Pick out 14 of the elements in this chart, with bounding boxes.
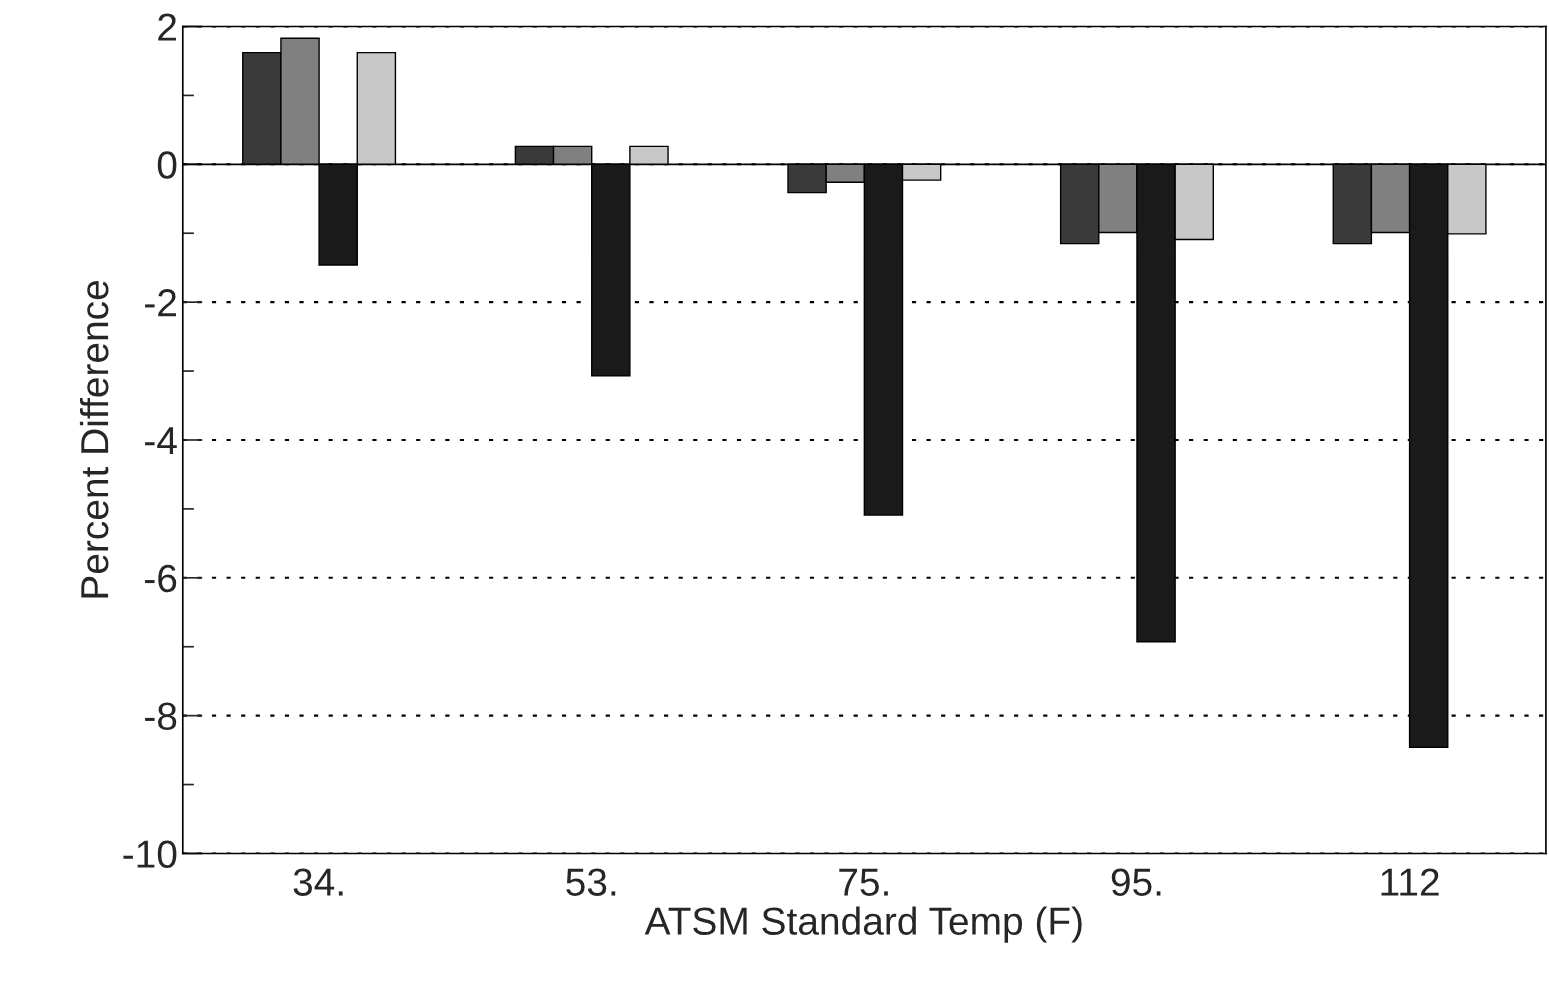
x-tick-label: 112 [1381,868,1439,896]
y-tick-label: -8 [145,702,177,731]
x-tick-label: 95. [1111,868,1161,896]
y-tick-label: 0 [157,151,177,179]
x-axis-title: ATSM Standard Temp (F) [644,906,1082,943]
x-tick-label: 53. [566,868,616,896]
y-tick-label: -2 [145,289,176,317]
x-tick-label: 75. [839,868,888,896]
y-axis-title: Percent Difference [79,281,109,598]
y-tick-label: 2 [158,13,176,41]
y-tick-label: -4 [145,427,177,455]
x-tick-label: 34. [293,868,343,896]
y-tick-label: -6 [145,564,177,593]
y-tick-label: -10 [123,840,177,868]
